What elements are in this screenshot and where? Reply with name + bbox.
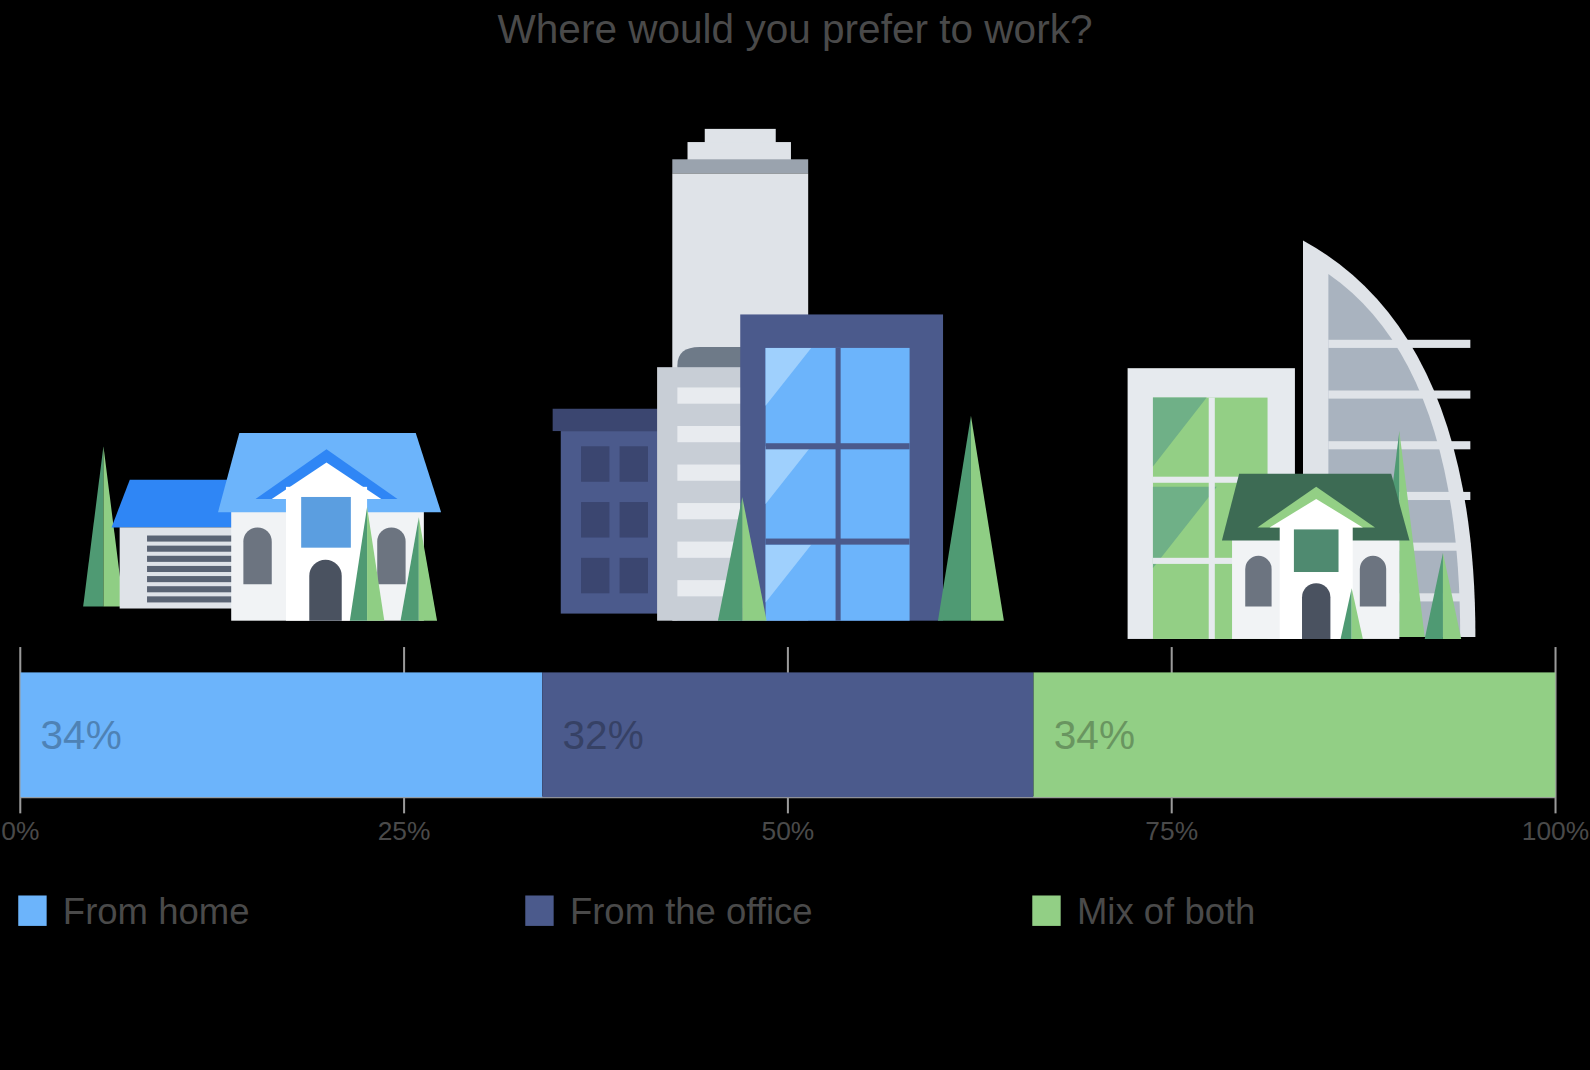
glass-shine	[1153, 487, 1217, 568]
window	[309, 560, 341, 621]
title: Where would you prefer to work?	[498, 6, 1093, 52]
window	[243, 527, 271, 584]
window	[620, 502, 648, 537]
garage-door	[147, 586, 233, 592]
tree	[742, 497, 766, 621]
glass-building	[740, 314, 943, 620]
glass-frame	[766, 443, 910, 449]
legend-swatch	[18, 895, 46, 925]
curved-frame	[1328, 340, 1470, 348]
window	[620, 446, 648, 481]
glass-shine	[766, 446, 812, 504]
tree	[1425, 553, 1443, 639]
tree	[350, 507, 367, 621]
glass-shine	[766, 348, 812, 406]
window	[581, 446, 609, 481]
garage-door	[147, 556, 233, 562]
window	[1245, 556, 1271, 607]
tower-top	[705, 129, 776, 143]
legend-label: From home	[63, 891, 250, 932]
stripe	[677, 387, 745, 403]
garage-roof	[112, 480, 236, 528]
tree	[419, 517, 437, 620]
tower-top	[688, 142, 791, 160]
tree	[718, 497, 742, 621]
small-front	[1280, 522, 1353, 639]
tick-label: 50%	[762, 816, 815, 846]
building-top	[553, 409, 659, 431]
tree	[1341, 588, 1352, 639]
glass-frame	[766, 539, 910, 545]
window	[581, 502, 609, 537]
tick-label: 25%	[378, 816, 431, 846]
legend: From home From the office Mix of both	[18, 891, 1255, 932]
house-front	[286, 487, 367, 621]
bars	[20, 672, 1555, 797]
tick-label: 100%	[1522, 816, 1589, 846]
tree	[367, 507, 384, 621]
window	[377, 527, 405, 584]
tower-band	[672, 159, 808, 173]
legend-swatch	[1032, 895, 1060, 925]
window	[1302, 583, 1330, 639]
illustrations	[83, 129, 1475, 639]
window	[581, 558, 609, 593]
window	[620, 558, 648, 593]
garage-door	[147, 536, 233, 542]
bar	[20, 672, 542, 797]
tree	[971, 416, 1004, 621]
garage-door	[147, 566, 233, 572]
garage	[120, 527, 234, 608]
garage-door	[147, 576, 233, 582]
tick-label: 0%	[1, 816, 39, 846]
data-label: 34%	[1054, 712, 1135, 758]
bar	[1034, 672, 1556, 797]
tree	[401, 517, 419, 620]
building	[561, 431, 659, 614]
glass-frame	[836, 348, 841, 621]
data-label: 32%	[563, 712, 644, 758]
data-labels: 34% 32% 34%	[41, 712, 1135, 758]
bar	[542, 672, 1033, 797]
garage-door	[147, 596, 233, 602]
window	[301, 497, 351, 548]
tree	[83, 446, 103, 606]
tick-label: 75%	[1145, 816, 1198, 846]
garage-door	[147, 546, 233, 552]
tree	[1352, 588, 1363, 639]
stripe	[677, 503, 745, 519]
building	[657, 367, 745, 621]
tree	[1443, 553, 1461, 639]
glass	[766, 348, 910, 621]
window	[1360, 556, 1386, 607]
small-gable-trim	[1257, 487, 1375, 528]
legend-label: Mix of both	[1077, 891, 1256, 932]
ticks: 0% 25% 50% 75% 100%	[1, 647, 1589, 846]
data-label: 34%	[41, 712, 122, 758]
curved-frame	[1328, 391, 1470, 399]
glass-frame	[1209, 398, 1215, 639]
glass-shine	[766, 545, 812, 603]
glass-shine	[1153, 398, 1207, 467]
window	[1294, 529, 1339, 572]
legend-swatch	[525, 895, 553, 925]
chart: Where would you prefer to work? 0% 25% 50% 7…	[0, 0, 1590, 1070]
legend-label: From the office	[570, 891, 813, 932]
stripe	[677, 426, 745, 442]
tree	[938, 416, 971, 621]
stripe	[677, 465, 745, 481]
